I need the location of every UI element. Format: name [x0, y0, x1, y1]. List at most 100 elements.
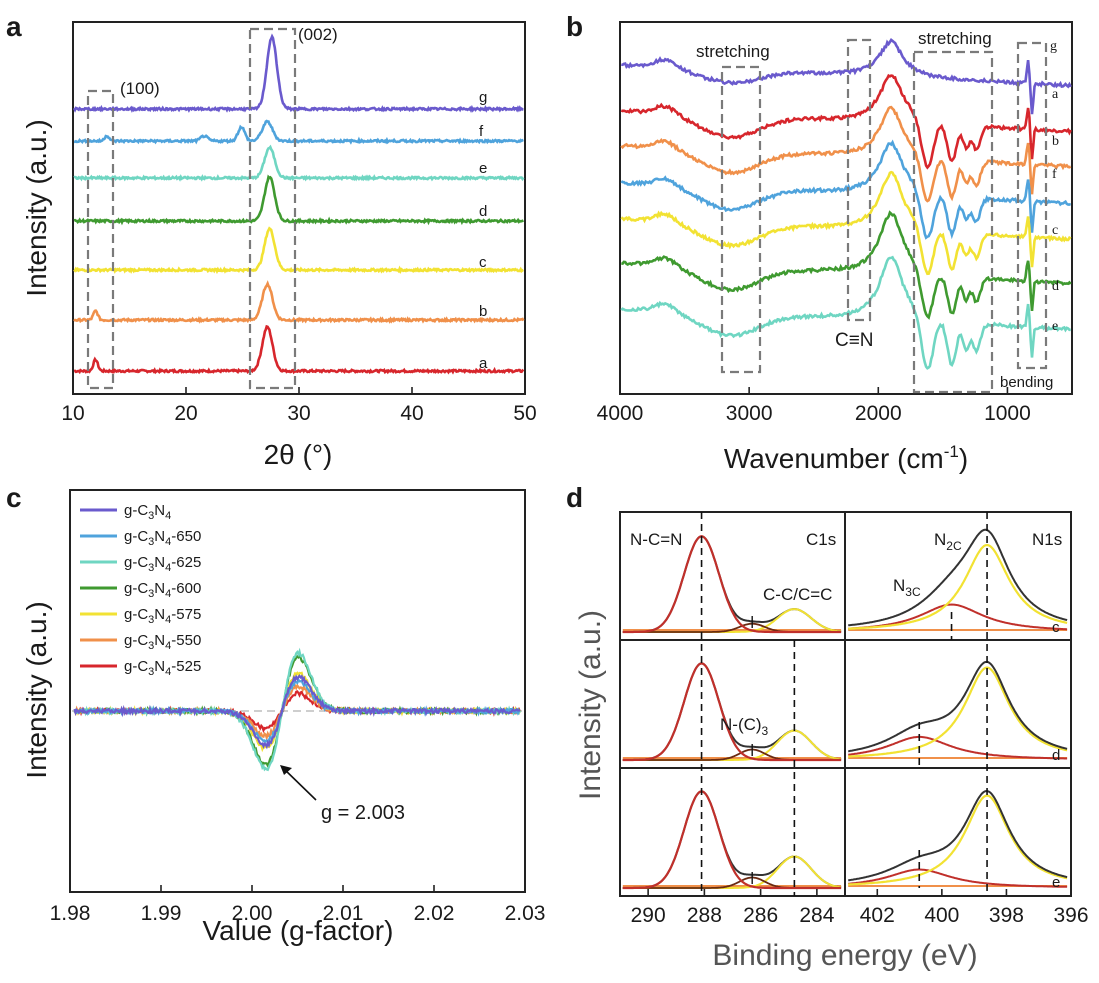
- curve-label-a: a: [479, 355, 488, 372]
- d-right-tick-label: 400: [924, 904, 959, 927]
- curve-label-c: c: [479, 254, 487, 271]
- c-tick-label: 1.98: [50, 902, 91, 925]
- legend-entry: g-C3N4-550: [124, 632, 201, 652]
- c-tick-label: 2.03: [505, 902, 546, 925]
- ftir-curve-g: [621, 37, 1072, 115]
- panel-a-xticks: 10 20 30 40 50: [61, 387, 537, 425]
- panel-a-ylabel: Intensity (a.u.): [21, 119, 52, 296]
- xps-n1s-n2c: [848, 544, 1068, 630]
- panel-d-peak-markers: [700, 512, 988, 896]
- panel-letter-d: d: [566, 482, 583, 513]
- xps-n1s-n2c: [848, 794, 1068, 886]
- panel-c-legend: g-C3N4 g-C3N4-650 g-C3N4-625 g-C3N4-600 g-C3…: [80, 502, 201, 678]
- xrd-curve-g: [72, 33, 524, 114]
- xps-n1s-envelope: [848, 528, 1068, 627]
- xps-c1s-ncn: [622, 662, 842, 762]
- d-left-tick-label: 284: [799, 904, 834, 927]
- a-tick-label: 30: [287, 402, 310, 425]
- c-tick-label: 1.99: [141, 902, 182, 925]
- label-nc3: N-(C)3: [720, 715, 769, 738]
- panel-c-xlabel: Value (g-factor): [203, 915, 394, 946]
- ftir-label-g: g: [1050, 39, 1057, 54]
- g-value-label: g = 2.003: [321, 802, 405, 824]
- ftir-curve-c: [620, 170, 1072, 276]
- ftir-label-f: f: [1052, 167, 1057, 182]
- c-tick-label: 2.01: [323, 902, 364, 925]
- xps-c1s-ncn: [622, 535, 842, 634]
- xrd-curve-a: [73, 324, 525, 375]
- panel-b-xlabel-main: Wavenumber (cm: [724, 443, 944, 474]
- panel-a-curves: [72, 33, 525, 375]
- a-tick-label: 20: [174, 402, 197, 425]
- a-tick-label: 10: [61, 402, 84, 425]
- panel-letter-c: c: [6, 482, 22, 513]
- xps-n1s-n3c: [848, 735, 1068, 760]
- ftir-label-b: b: [1052, 134, 1059, 149]
- annot-stretching-1: stretching: [696, 42, 770, 61]
- ftir-curve-b: [620, 105, 1072, 203]
- xps-n1s-envelope: [848, 660, 1068, 753]
- legend-entry: g-C3N4-575: [124, 606, 201, 626]
- c-tick-label: 2.00: [232, 902, 273, 925]
- ftir-label-a: a: [1052, 87, 1059, 102]
- legend-entry: g-C3N4: [124, 502, 171, 522]
- legend-entry: g-C3N4-525: [124, 658, 201, 678]
- xps-row-label-d: d: [1052, 747, 1060, 764]
- c-tick-label: 2.02: [414, 902, 455, 925]
- legend-entry: g-C3N4-650: [124, 528, 201, 548]
- xps-n1s-envelope: [848, 789, 1068, 882]
- panel-letter-a: a: [6, 11, 22, 42]
- ftir-curve-f: [620, 139, 1072, 240]
- label-n2c: N2C: [934, 530, 962, 553]
- panel-c-ylabel: Intensity (a.u.): [21, 601, 52, 778]
- panel-b-xlabel-end: ): [959, 443, 968, 474]
- d-right-tick-label: 396: [1053, 904, 1088, 927]
- a-tick-label: 50: [513, 402, 536, 425]
- panel-letter-b: b: [566, 11, 583, 42]
- xrd-curve-d: [73, 174, 525, 226]
- panel-d-left-frame: [619, 511, 846, 897]
- annot-stretching-2: stretching: [918, 29, 992, 48]
- curve-label-f: f: [479, 123, 484, 140]
- d-left-tick-label: 286: [743, 904, 778, 927]
- a-tick-label: 40: [400, 402, 423, 425]
- panel-b-curve-labels: g a b f c d e: [1050, 39, 1059, 334]
- label-cc: C-C/C=C: [763, 585, 832, 604]
- xps-row-label-e: e: [1052, 874, 1060, 891]
- ftir-label-d: d: [1052, 279, 1059, 294]
- xrd-curve-f: [74, 119, 524, 145]
- xps-c1s-envelope: [622, 662, 842, 761]
- panel-d-xticks: 290 288 286 284 402 400 398 396: [631, 889, 1089, 927]
- annot-bending: bending: [1000, 374, 1053, 391]
- label-100: (100): [120, 79, 160, 98]
- curve-label-b: b: [479, 303, 487, 320]
- ftir-curve-d: [621, 210, 1072, 320]
- label-002: (002): [298, 25, 338, 44]
- panel-c-frame: [69, 489, 526, 893]
- b-tick-label: 2000: [855, 402, 902, 425]
- curve-label-d: d: [479, 203, 487, 220]
- xps-c1s-ncn: [622, 790, 842, 890]
- xps-row-label-c: c: [1052, 619, 1060, 636]
- annot-cn: C≡N: [835, 330, 874, 351]
- panel-d-row-labels: c d e: [1052, 619, 1060, 891]
- xrd-curve-e: [73, 144, 525, 182]
- d-left-tick-label: 288: [687, 904, 722, 927]
- ftir-label-c: c: [1052, 223, 1058, 238]
- xrd-curve-c: [73, 226, 524, 275]
- b-tick-label: 1000: [984, 402, 1031, 425]
- panel-b-xlabel: Wavenumber (cm-1): [724, 442, 968, 474]
- label-ncn: N-C=N: [630, 530, 682, 549]
- xrd-curve-b: [73, 280, 525, 324]
- box-cn: [846, 38, 872, 322]
- ftir-curve-a: [620, 73, 1072, 170]
- d-right-tick-label: 402: [860, 904, 895, 927]
- panel-a-frame: [72, 21, 526, 395]
- d-left-tick-label: 290: [631, 904, 666, 927]
- panel-d-ylabel: Intensity (a.u.): [574, 610, 607, 800]
- xps-c1s-envelope: [622, 790, 842, 889]
- panel-b-frame: [619, 21, 1073, 395]
- panel-a-curve-labels: gf e d c b a: [479, 89, 488, 372]
- box-stretching-2: [912, 50, 994, 394]
